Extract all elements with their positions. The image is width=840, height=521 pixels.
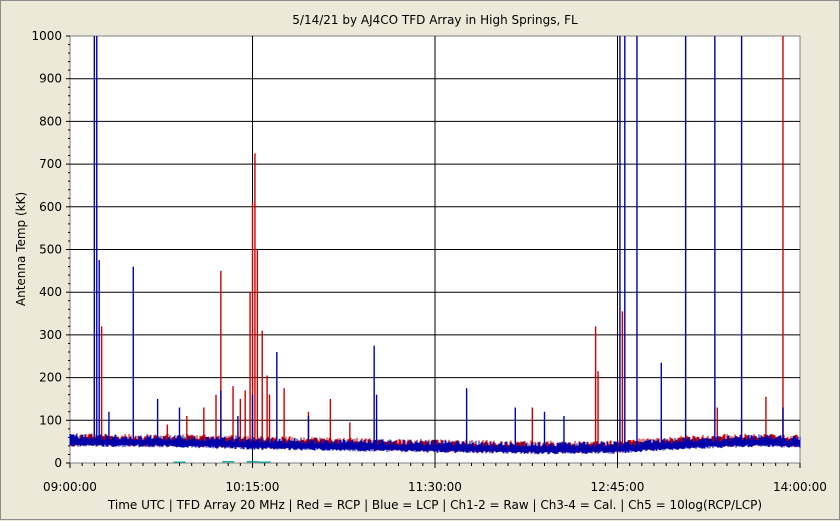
x-tick-label: 09:00:00 bbox=[43, 480, 97, 494]
y-tick-label: 900 bbox=[39, 72, 62, 86]
x-tick-label: 11:30:00 bbox=[408, 480, 462, 494]
y-tick-label: 800 bbox=[39, 114, 62, 128]
y-axis-label: Antenna Temp (kK) bbox=[14, 192, 28, 306]
footer-legend: Time UTC | TFD Array 20 MHz | Red = RCP … bbox=[107, 498, 762, 512]
y-tick-label: 500 bbox=[39, 243, 62, 257]
y-tick-label: 200 bbox=[39, 371, 62, 385]
y-tick-label: 0 bbox=[54, 456, 62, 470]
y-tick-label: 100 bbox=[39, 413, 62, 427]
y-tick-label: 700 bbox=[39, 157, 62, 171]
x-tick-label: 12:45:00 bbox=[591, 480, 645, 494]
chart-title: 5/14/21 by AJ4CO TFD Array in High Sprin… bbox=[292, 13, 578, 27]
y-tick-label: 600 bbox=[39, 200, 62, 214]
x-tick-label: 14:00:00 bbox=[773, 480, 827, 494]
y-tick-label: 300 bbox=[39, 328, 62, 342]
y-tick-label: 400 bbox=[39, 285, 62, 299]
x-tick-label: 10:15:00 bbox=[226, 480, 280, 494]
y-tick-label: 1000 bbox=[31, 29, 62, 43]
